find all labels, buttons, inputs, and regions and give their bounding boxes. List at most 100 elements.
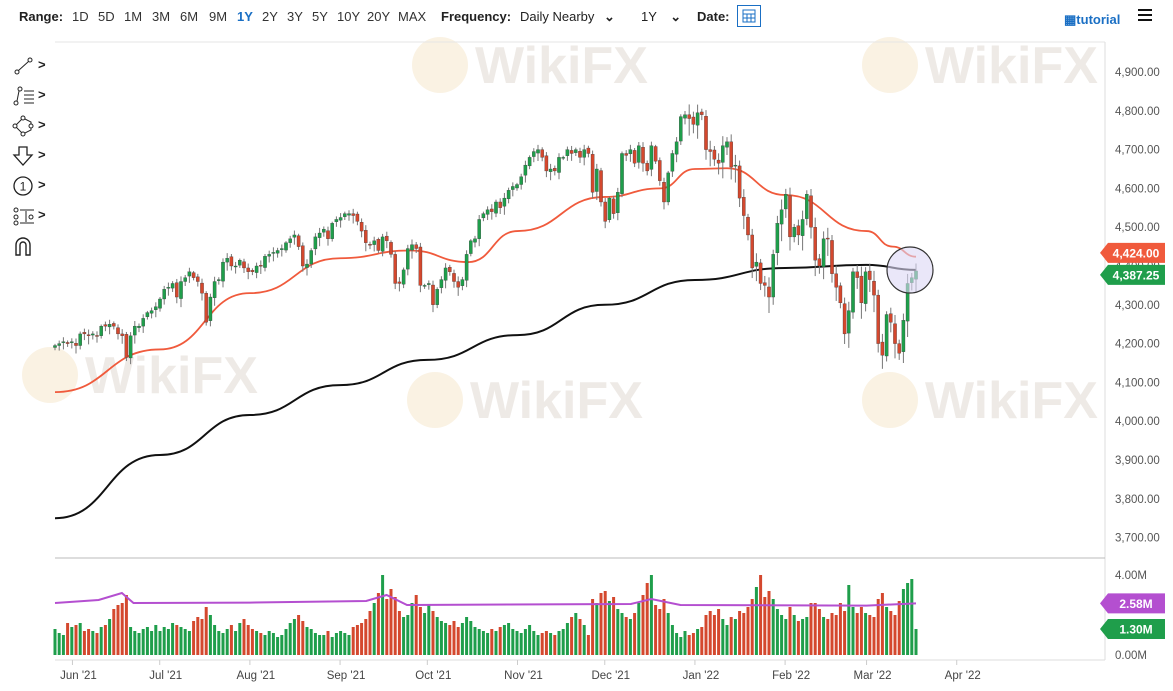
volume-bar xyxy=(103,625,107,655)
candle xyxy=(431,284,435,305)
volume-bar xyxy=(507,623,511,655)
range-3y[interactable]: 3Y xyxy=(287,9,303,24)
candle xyxy=(238,260,242,266)
candle xyxy=(595,168,599,192)
volume-bar xyxy=(574,613,578,655)
volume-bar xyxy=(792,615,796,655)
y-tick-label: 4,300.00 xyxy=(1115,300,1160,312)
candle xyxy=(821,238,826,267)
candle xyxy=(242,261,246,269)
candle xyxy=(158,298,162,309)
volume-bar xyxy=(267,631,271,655)
range-5d[interactable]: 5D xyxy=(98,9,115,24)
tutorial-link[interactable]: ▦tutorial xyxy=(1064,12,1120,28)
volume-bar xyxy=(87,629,91,655)
candle xyxy=(439,279,444,288)
volume-bar xyxy=(893,615,897,655)
candle xyxy=(435,289,439,305)
measure-tool[interactable]: > xyxy=(10,202,52,232)
candle xyxy=(658,160,662,181)
range-1d[interactable]: 1D xyxy=(72,9,89,24)
candle xyxy=(637,145,641,163)
volume-bar xyxy=(133,631,137,655)
volume-bar xyxy=(351,627,355,655)
number-marker-tool[interactable]: 1 > xyxy=(10,172,52,202)
volume-bar xyxy=(263,635,267,655)
price-labels: 4,424.00 4,387.25 2.58M 1.30M xyxy=(1100,242,1165,639)
candle xyxy=(326,230,330,239)
period-select[interactable]: 1Y ⌄ xyxy=(641,9,681,25)
fibonacci-tool[interactable]: > xyxy=(10,82,52,112)
volume-bar xyxy=(141,629,145,655)
volume-bar xyxy=(675,633,679,655)
candle xyxy=(288,238,292,243)
volume-bar xyxy=(166,629,170,655)
candle xyxy=(817,258,822,267)
candle xyxy=(313,236,318,250)
volume-bar xyxy=(700,627,704,655)
shape-tool[interactable]: > xyxy=(10,112,52,142)
range-1m[interactable]: 1M xyxy=(124,9,143,24)
last-price-label: 4,387.25 xyxy=(1113,268,1160,282)
volume-bar xyxy=(914,629,918,655)
candle xyxy=(557,157,561,173)
candle xyxy=(250,270,255,272)
range-3m[interactable]: 3M xyxy=(152,9,171,24)
hamburger-menu-icon[interactable] xyxy=(1138,9,1152,24)
candle xyxy=(889,313,893,323)
y-tick-label: 3,700.00 xyxy=(1115,533,1160,545)
chevron-right-icon: > xyxy=(38,147,46,162)
line-tool[interactable]: > xyxy=(10,52,52,82)
volume-bar xyxy=(822,617,826,655)
candle xyxy=(82,332,87,335)
candle xyxy=(368,244,372,246)
watermark-logo xyxy=(407,372,463,428)
candle xyxy=(481,213,486,219)
range-9m[interactable]: 9M xyxy=(209,9,228,24)
candle xyxy=(523,164,528,176)
volume-bar xyxy=(628,619,632,655)
candle xyxy=(427,283,431,285)
range-6m[interactable]: 6M xyxy=(180,9,199,24)
frequency-select[interactable]: Daily Nearby ⌄ xyxy=(520,9,615,25)
candle xyxy=(53,345,57,348)
range-10y[interactable]: 10Y xyxy=(337,9,361,24)
candle xyxy=(154,306,158,310)
range-5y[interactable]: 5Y xyxy=(312,9,328,24)
arrow-down-icon xyxy=(12,146,34,166)
candle xyxy=(217,279,221,281)
volume-bar xyxy=(523,629,527,655)
volume-bar xyxy=(843,611,847,655)
range-1y[interactable]: 1Y xyxy=(237,9,253,24)
candle xyxy=(876,294,880,344)
candle xyxy=(729,141,733,168)
volume-bar xyxy=(95,633,99,655)
candle xyxy=(246,267,250,272)
candle xyxy=(590,154,595,193)
candle xyxy=(61,341,66,343)
chevron-down-icon: ⌄ xyxy=(670,9,682,24)
highlight-circle xyxy=(886,246,934,294)
magnet-tool[interactable] xyxy=(10,232,52,262)
candle xyxy=(712,149,717,160)
range-20y[interactable]: 20Y xyxy=(367,9,391,24)
calendar-button[interactable] xyxy=(737,5,761,27)
candle xyxy=(666,172,670,203)
volume-bar xyxy=(607,601,611,655)
arrow-tool[interactable]: > xyxy=(10,142,52,172)
y-tick-label: 4,000.00 xyxy=(1115,416,1160,428)
range-max[interactable]: MAX xyxy=(398,9,427,24)
candle xyxy=(553,168,557,172)
volume-bar xyxy=(297,615,301,655)
x-tick-label: Jun '21 xyxy=(60,670,97,682)
candle xyxy=(322,228,326,233)
volume-bar xyxy=(171,623,175,655)
volume-bar xyxy=(670,625,674,655)
volume-bar xyxy=(389,589,393,655)
candle xyxy=(162,289,166,300)
x-tick-label: Feb '22 xyxy=(772,670,810,682)
range-2y[interactable]: 2Y xyxy=(262,9,278,24)
volume-bar xyxy=(414,595,418,655)
candle xyxy=(204,293,208,323)
volume-bar xyxy=(406,615,410,655)
